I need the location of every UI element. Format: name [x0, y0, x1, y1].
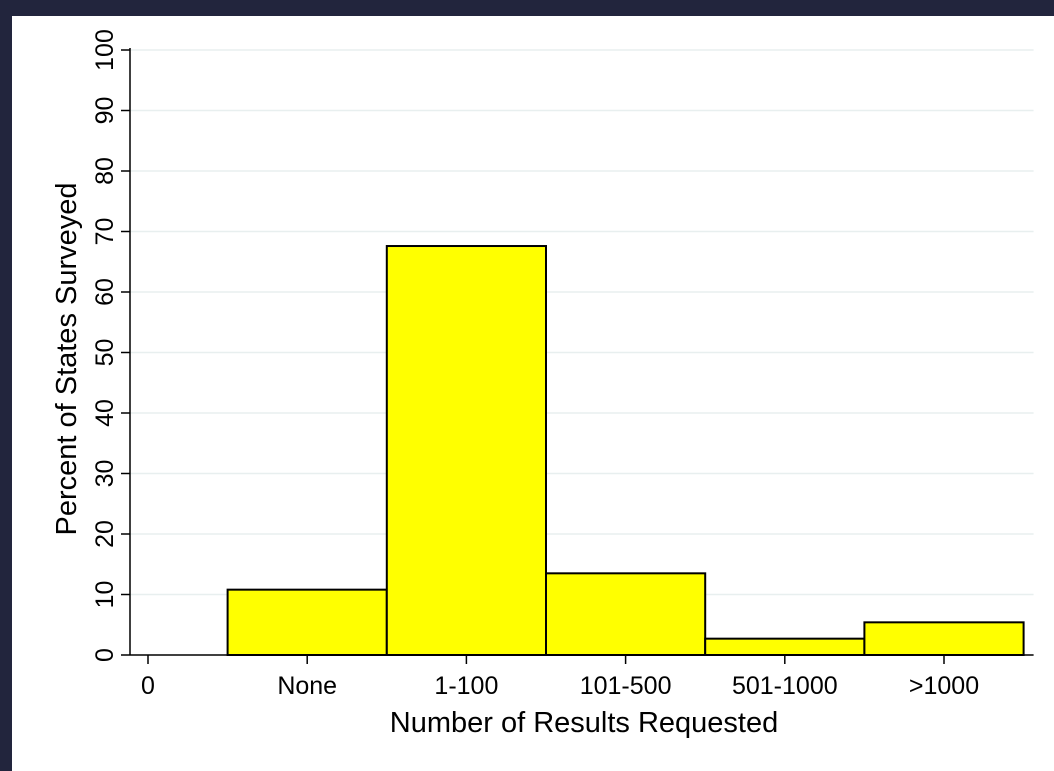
y-tick-label: 50	[91, 339, 119, 367]
bar	[385, 245, 547, 657]
bar	[545, 572, 707, 657]
gridlines	[130, 49, 1034, 596]
bar	[226, 588, 388, 656]
x-tick-label: 101-500	[580, 672, 672, 700]
x-axis-title: Number of Results Requested	[390, 707, 778, 739]
y-tick-label: 10	[91, 581, 119, 609]
y-tick-label: 90	[91, 97, 119, 125]
y-tick-label: 60	[91, 278, 119, 306]
y-tick-label: 20	[91, 520, 119, 548]
x-tick-label: >1000	[909, 672, 979, 700]
y-tick-label: 80	[91, 157, 119, 185]
y-tick-label: 30	[91, 460, 119, 488]
y-tick-label: 70	[91, 218, 119, 246]
x-tick-label: 501-1000	[732, 672, 838, 700]
axes	[129, 48, 1034, 656]
x-tick-label: 0	[141, 672, 155, 700]
x-tick-label: None	[277, 672, 337, 700]
bar	[704, 637, 866, 656]
x-axis-ticks: 0 None 1-100 101-500 501-1000 >1000	[141, 655, 979, 700]
bars	[226, 245, 1025, 657]
y-axis-ticks: 0 10 20 30 40 50 60 70 80 90 100	[91, 29, 130, 662]
y-tick-label: 100	[91, 29, 119, 71]
y-tick-label: 40	[91, 399, 119, 427]
bar-chart: 0 10 20 30 40 50 60 70 80 90 100 0 None 1-100 101-500…	[51, 29, 1034, 739]
y-axis-title: Percent of States Surveyed	[51, 182, 83, 535]
chart-frame: 0 10 20 30 40 50 60 70 80 90 100 0 None 1-100 101-500…	[12, 16, 1054, 771]
bar	[863, 621, 1025, 657]
x-tick-label: 1-100	[434, 672, 498, 700]
y-tick-label: 0	[91, 648, 119, 662]
